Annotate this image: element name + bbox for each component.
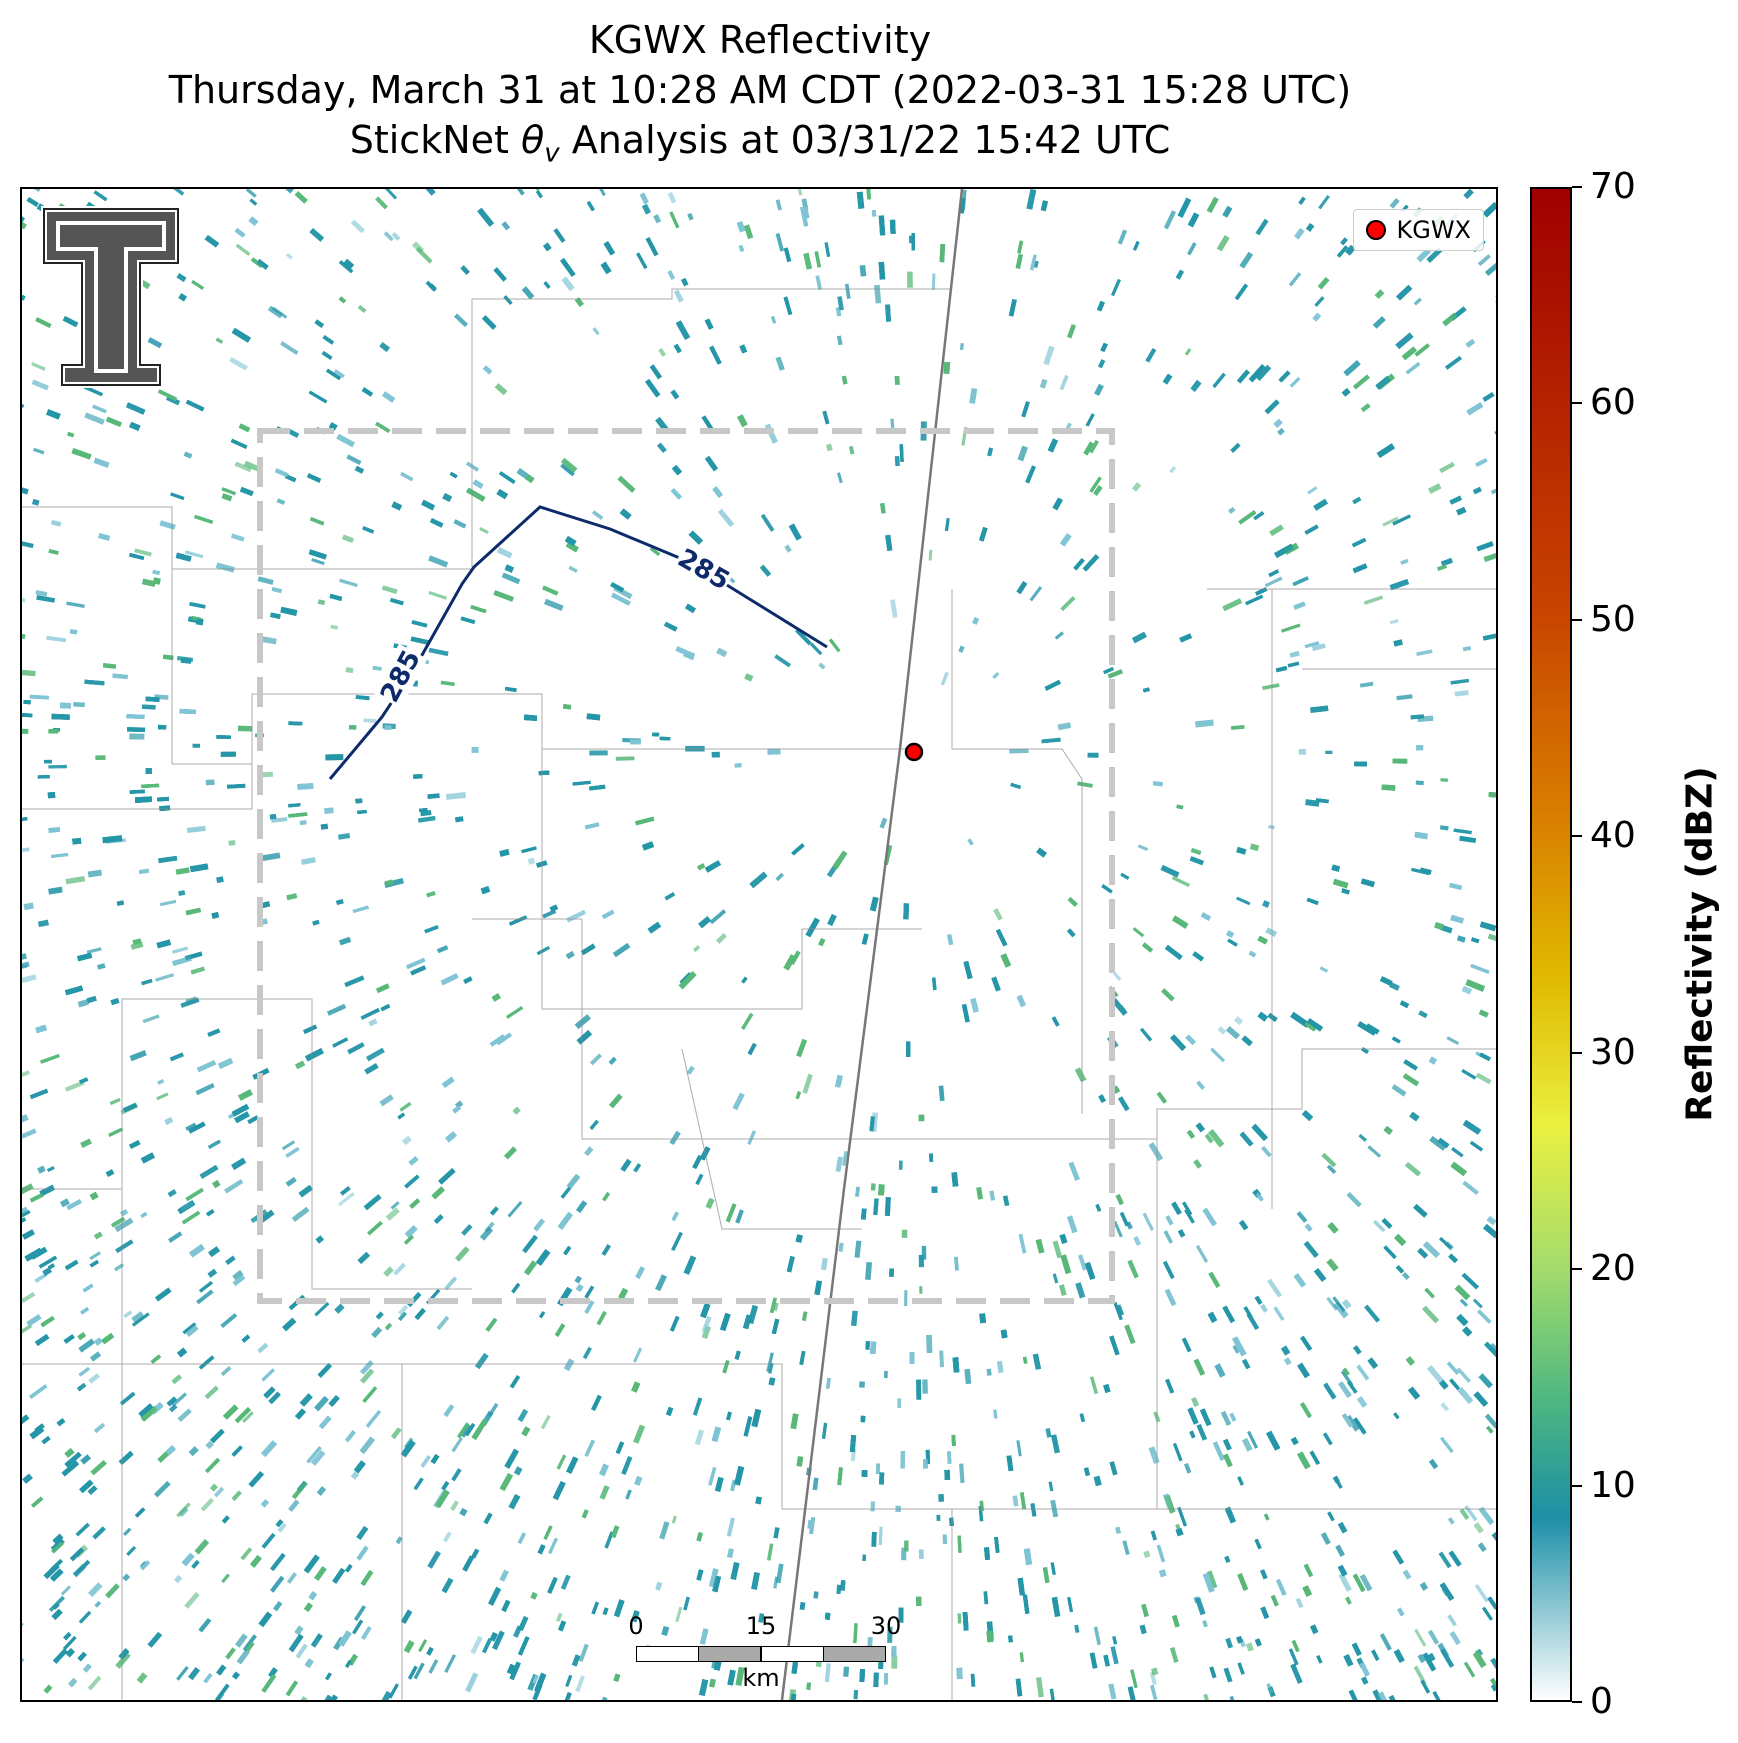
colorbar-tick-mark <box>1572 835 1582 838</box>
legend-label: KGWX <box>1396 216 1471 244</box>
county-line <box>22 998 313 1190</box>
county-line <box>472 918 852 1140</box>
colorbar-tick-label: 20 <box>1590 1248 1636 1290</box>
colorbar-tick-mark <box>1572 1268 1582 1271</box>
county-line <box>171 569 922 765</box>
colorbar-tick-mark <box>1572 186 1582 188</box>
colorbar <box>1530 187 1572 1702</box>
county-line <box>681 1048 862 1230</box>
radar-map[interactable]: 285 285 KGWX <box>20 187 1498 1702</box>
colorbar-tick-label: 40 <box>1590 815 1636 857</box>
scale-tick-30: 30 <box>870 1612 902 1640</box>
county-line <box>541 749 662 1010</box>
scale-bar: 0 15 30 km <box>612 1612 901 1692</box>
county-line <box>22 764 253 810</box>
reflectivity-echoes <box>22 189 1496 1700</box>
radar-site-marker <box>904 742 924 762</box>
analysis-domain-box <box>257 428 1115 1304</box>
map-legend: KGWX <box>1353 209 1484 251</box>
scale-segment <box>636 1646 699 1662</box>
colorbar-tick-mark <box>1572 1484 1582 1487</box>
contour-label-bg <box>372 643 428 709</box>
scale-unit: km <box>742 1664 780 1692</box>
scale-tick-15: 15 <box>745 1612 777 1640</box>
highway-line <box>780 189 964 1700</box>
chart-subtitle-analysis: StickNet θv Analysis at 03/31/22 15:42 U… <box>349 118 1171 169</box>
colorbar-tick-label: 10 <box>1590 1464 1636 1506</box>
colorbar-tick-mark <box>1572 1701 1582 1703</box>
radar-site-marker-icon <box>1366 220 1387 240</box>
colorbar-tick-label: 70 <box>1590 166 1636 207</box>
scale-segment <box>761 1646 824 1662</box>
colorbar-tick-mark <box>1572 618 1582 621</box>
county-line <box>402 1363 1496 1510</box>
colorbar-tick-mark <box>1572 1051 1582 1054</box>
colorbar-tick-label: 30 <box>1590 1031 1636 1073</box>
scale-segment <box>698 1646 761 1662</box>
chart-title: KGWX Reflectivity <box>588 18 932 62</box>
county-boundaries <box>22 288 1496 1700</box>
chart-subtitle-time: Thursday, March 31 at 10:28 AM CDT (2022… <box>168 68 1352 112</box>
scale-segment <box>823 1646 886 1662</box>
colorbar-label: Reflectivity (dBZ) <box>1679 766 1721 1122</box>
county-line <box>662 928 922 1010</box>
county-line <box>951 589 1083 780</box>
county-line <box>22 288 952 570</box>
colorbar-tick-mark <box>1572 402 1582 405</box>
county-line <box>852 1048 1496 1140</box>
texas-tech-logo-icon <box>41 206 181 388</box>
colorbar-tick-label: 60 <box>1590 382 1636 424</box>
colorbar-tick-label: 50 <box>1590 598 1636 640</box>
county-line <box>311 1079 472 1290</box>
scale-tick-0: 0 <box>628 1612 644 1640</box>
colorbar-tick-label: 0 <box>1590 1681 1613 1722</box>
contour-label-bg <box>671 541 737 597</box>
